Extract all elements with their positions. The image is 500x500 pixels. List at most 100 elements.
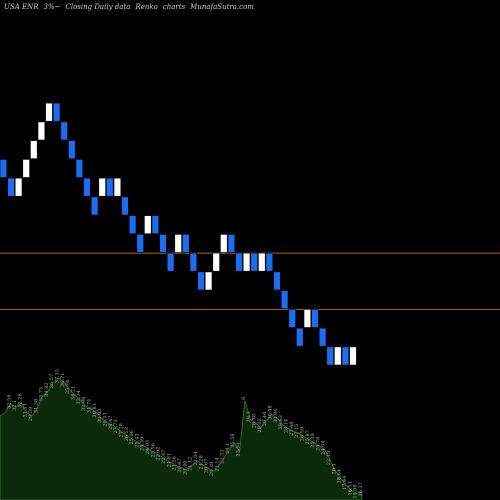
renko-brick (68, 140, 76, 160)
volume-label: 21.12 (188, 457, 194, 471)
volume-label: 29.1 (246, 411, 252, 422)
renko-brick (227, 234, 236, 253)
renko-brick (121, 196, 129, 216)
renko-brick (212, 252, 220, 272)
renko-brick (197, 271, 205, 291)
renko-brick (22, 159, 30, 178)
renko-brick (265, 252, 274, 272)
renko-brick (151, 215, 160, 235)
renko-brick (159, 234, 167, 253)
volume-label: 23.91 (236, 442, 242, 456)
renko-brick (235, 252, 243, 272)
volume-label: 20.67 (204, 459, 210, 473)
volume-label: 32.56 (7, 394, 13, 408)
chart-kind-label: Closing Daily data (65, 3, 131, 11)
renko-brick (250, 252, 258, 272)
renko-brick (288, 309, 296, 328)
symbol-label: USA ENR (4, 3, 39, 11)
volume-label: 29.59 (28, 407, 34, 421)
volume-label: 21.28 (198, 455, 204, 469)
volume-label: 30.03 (97, 409, 103, 423)
volume-label: 24.05 (145, 440, 151, 454)
renko-brick (37, 121, 46, 141)
volume-label: 36.71 (60, 373, 66, 387)
volume-label: 20.40 (182, 461, 188, 475)
volume-label: 30.81 (92, 403, 98, 417)
renko-brick (242, 252, 251, 272)
renko-brick (303, 309, 312, 328)
chart-header: USA ENR 3%~ Closing Daily data Renko charts M… (4, 3, 259, 11)
volume-label: 31.58 (33, 399, 39, 413)
volume-label: 16.51 (347, 481, 353, 495)
renko-brick (30, 140, 38, 160)
volume-label: 28.63 (278, 415, 284, 429)
volume-label: 25.58 (230, 433, 236, 447)
volume-label: 37.15 (55, 369, 61, 383)
volume-label: 26.53 (124, 427, 130, 441)
volume-label: 22.92 (156, 446, 162, 460)
volume-label: 21.14 (214, 457, 220, 471)
volume-label: 28.47 (108, 416, 114, 430)
renko-bricks (0, 102, 357, 366)
renko-brick (60, 121, 68, 141)
volume-label: 35.74 (65, 380, 71, 394)
renko-brick (166, 252, 175, 272)
renko-brick (318, 327, 327, 347)
volume-label: 26.59 (299, 427, 305, 441)
volume-label: 32.1 (12, 400, 18, 411)
volume-label: 33.34 (76, 390, 82, 404)
renko-brick (334, 346, 342, 366)
renko-brick (75, 159, 84, 178)
volume-label: 20.87 (177, 458, 183, 472)
volume-label: 22.47 (161, 450, 167, 464)
renko-brick (90, 196, 99, 216)
renko-brick (136, 234, 144, 253)
volume-label: 28.14 (284, 419, 290, 433)
renko-brick (14, 177, 23, 197)
renko-brick (189, 252, 198, 272)
volume-label: 25.39 (310, 433, 316, 447)
volume-area-path (0, 377, 363, 500)
volume-label: 15.98 (353, 484, 359, 498)
volume-label: 21.81 (166, 453, 172, 467)
volume-label: 20.1 (331, 463, 337, 474)
volume-label: 27.28 (118, 423, 124, 437)
chart-style-label: Renko (135, 3, 158, 11)
volume-label: 28.78 (252, 414, 258, 428)
chart-word-label: charts (162, 3, 186, 11)
renko-brick (113, 177, 122, 197)
volume-label: 6 (241, 397, 247, 400)
volume-label: 17.44 (342, 476, 348, 490)
volume-label: 20.29 (209, 462, 215, 476)
volume-label: 27.73 (113, 419, 119, 433)
renko-brick (52, 102, 61, 122)
volume-label: 24.1 (225, 443, 231, 454)
volume-label: 25.87 (305, 430, 311, 444)
volume-label: 27.48 (289, 422, 295, 436)
renko-brick (174, 234, 182, 253)
volume-label: 30.48 (268, 405, 274, 419)
change-label: 3%~ (43, 3, 61, 11)
renko-brick (349, 346, 357, 366)
site-label: MunafaSutra.com (190, 3, 254, 11)
renko-brick (280, 290, 289, 310)
volume-label: 22.19 (326, 451, 332, 465)
volume-label: 31.11 (23, 403, 29, 417)
renko-brick (326, 346, 334, 366)
volume-label: 24.78 (315, 437, 321, 451)
renko-brick (128, 215, 137, 235)
renko-brick (83, 177, 91, 197)
renko-brick (7, 177, 15, 197)
renko-brick (144, 215, 152, 235)
renko-brick (311, 309, 319, 328)
volume-label: 34.82 (44, 383, 50, 397)
volume-label: 22.33 (220, 450, 226, 464)
volume-label: 25.96 (129, 430, 135, 444)
renko-brick (182, 234, 190, 253)
volume-label: 29.44 (262, 412, 268, 426)
renko-brick (296, 327, 304, 347)
volume-label: 28.02 (257, 418, 263, 432)
renko-brick (273, 271, 281, 291)
volume-label: 29.33 (103, 412, 109, 426)
